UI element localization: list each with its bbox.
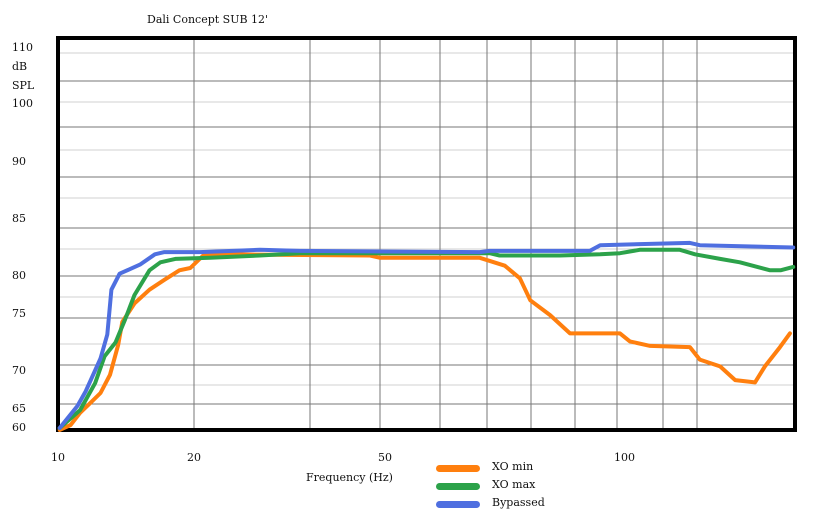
legend-label: XO max (492, 478, 536, 491)
x-tick-label: 50 (378, 451, 392, 464)
y-tick-label: 85 (12, 212, 26, 225)
y-axis-label-db: dB (12, 60, 28, 73)
y-tick-label: 110 (12, 41, 33, 54)
x-axis-label: Frequency (Hz) (306, 471, 393, 484)
y-tick-label: 75 (12, 307, 26, 320)
legend-swatch (436, 501, 480, 508)
legend-label: XO min (492, 460, 534, 473)
x-tick-label: 20 (187, 451, 201, 464)
legend-label: Bypassed (492, 496, 545, 509)
legend-swatch (436, 483, 480, 490)
x-tick-label: 100 (614, 451, 635, 464)
series-line-bypassed (57, 240, 796, 430)
y-tick-label: 60 (12, 421, 26, 434)
x-tick-label: 10 (51, 451, 65, 464)
chart-title: Dali Concept SUB 12' (147, 13, 269, 26)
legend-swatch (436, 465, 480, 472)
y-axis-label-spl: SPL (12, 79, 35, 92)
y-tick-label: 100 (12, 97, 33, 110)
y-tick-label: 65 (12, 402, 26, 415)
y-tick-label: 80 (12, 269, 26, 282)
y-tick-label: 90 (12, 155, 26, 168)
y-tick-label: 70 (12, 364, 26, 377)
series-line-xo-min (57, 252, 792, 432)
